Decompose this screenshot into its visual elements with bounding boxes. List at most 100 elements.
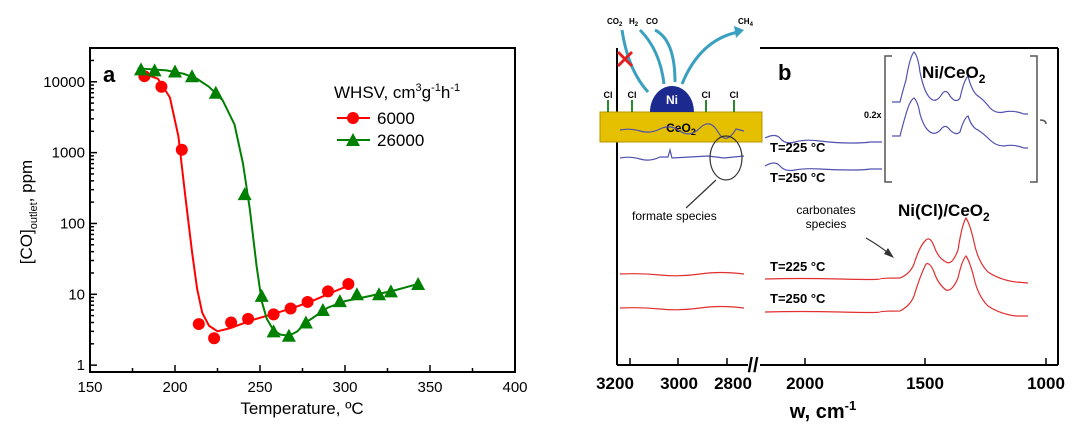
- b-xtick-label: 1500: [906, 374, 944, 393]
- red-spectrum-250-left: [619, 305, 745, 311]
- panel-b-x-tick-labels: 3200 3000 2800 2000 1500 1000: [596, 374, 1065, 393]
- data-point-6000: [192, 318, 205, 331]
- fit-line-26000: [137, 67, 419, 337]
- a-xtick-label: 200: [162, 379, 187, 396]
- label-carbonates-2: species: [806, 217, 847, 231]
- label-scale-factor: 0.2x: [864, 110, 882, 120]
- label-ni-ceo2: Ni/CeO2: [922, 63, 986, 86]
- data-point-26000: [349, 287, 364, 301]
- data-point-26000: [372, 287, 386, 301]
- ni-ceo2-schematic: CeO2 Cl Cl Cl Cl Ni CO2 H2 CO CH4: [599, 17, 763, 143]
- fit-line-6000: [137, 70, 351, 333]
- panel-b-annotations: T=225 °C T=250 °C T=225 °C T=250 °C form…: [632, 63, 990, 306]
- ni-ceo2-spectra: [619, 51, 1028, 172]
- data-point-6000: [155, 80, 168, 93]
- chlorine-label: Cl: [702, 90, 711, 100]
- a-ytick-label: 100: [60, 215, 85, 232]
- a-xtick-label: 400: [502, 379, 527, 396]
- product-arrow-head: [734, 26, 744, 38]
- data-point-6000: [267, 308, 280, 321]
- gas-ch4-label: CH4: [738, 17, 754, 28]
- blue-spectrum-225-mid: [764, 134, 882, 144]
- a-xtick-label: 250: [247, 379, 272, 396]
- legend-marker-26000: [346, 133, 360, 146]
- label-formate-species: formate species: [632, 209, 717, 223]
- b-xtick-label: 2800: [714, 374, 752, 393]
- a-ytick-label: 10000: [43, 74, 85, 91]
- gas-arrow: [680, 30, 739, 85]
- label-blue-t225: T=225 °C: [770, 140, 826, 155]
- b-xtick-label: 2000: [786, 374, 824, 393]
- panel-b: // 3200 3000 2800 2000 1500 1000 w, cm-1…: [596, 17, 1065, 423]
- label-red-t250: T=250 °C: [770, 291, 826, 306]
- data-point-6000: [284, 302, 297, 315]
- label-carbonates-1: carbonates: [796, 203, 855, 217]
- blue-spectrum-250-mid: [764, 162, 882, 172]
- data-point-26000: [208, 85, 223, 99]
- panel-a: 150 200 250 300 350 400 1 10 100 1000 10000 a WHS…: [17, 47, 528, 418]
- legend-marker-6000: [347, 112, 359, 124]
- data-point-26000: [237, 187, 252, 201]
- data-point-26000: [298, 315, 313, 329]
- data-point-26000: [411, 276, 426, 290]
- data-point-6000: [208, 332, 221, 345]
- label-red-t225: T=225 °C: [770, 259, 826, 274]
- data-point-26000: [254, 288, 269, 302]
- blue-spectrum-250-left: [619, 147, 745, 161]
- panel-a-label: a: [103, 62, 116, 87]
- b-xtick-label: 1000: [1027, 374, 1065, 393]
- data-point-6000: [175, 143, 188, 156]
- ceo2-support-label: CeO2: [666, 121, 696, 137]
- carbonates-pointer-head: [884, 248, 894, 258]
- red-spectrum-225-right: [764, 216, 1029, 284]
- data-point-26000: [266, 324, 281, 338]
- data-point-26000: [168, 64, 182, 78]
- blue-spectrum-225-left: [619, 123, 745, 139]
- gas-h2-label: H2: [629, 17, 639, 28]
- axis-break-mark: //: [747, 355, 759, 377]
- data-point-26000: [134, 62, 148, 76]
- legend-title: WHSV, cm3g-1h-1: [334, 82, 460, 102]
- chlorine-label: Cl: [628, 90, 637, 100]
- panel-a-x-axis-label: Temperature, ºC: [240, 399, 363, 418]
- a-ytick-label: 10: [68, 286, 85, 303]
- data-point-26000: [383, 284, 398, 298]
- b-xtick-label: 3200: [596, 374, 634, 393]
- gas-co-label: CO: [646, 17, 658, 26]
- panel-b-x-axis-label: w, cm-1: [789, 398, 856, 423]
- ni-ceo2-bracket: [884, 55, 1047, 183]
- panel-a-legend: WHSV, cm3g-1h-1 6000 26000: [334, 82, 460, 150]
- label-ni-cl-ceo2: Ni(Cl)/CeO2: [898, 201, 990, 224]
- data-point-6000: [322, 285, 334, 298]
- bracket-left: [884, 55, 892, 183]
- red-spectrum-250-right: [764, 255, 1028, 317]
- a-ytick-label: 1: [77, 357, 85, 374]
- a-xtick-label: 350: [417, 379, 442, 396]
- red-spectrum-225-left: [619, 271, 745, 277]
- a-xtick-label: 150: [77, 379, 102, 396]
- blue-spectrum-225-right: [892, 51, 1028, 115]
- ni-cl-ceo2-spectra: [619, 216, 1029, 317]
- panel-a-y-axis-label: [CO]outlet, ppm: [17, 160, 40, 264]
- data-point-6000: [342, 277, 355, 290]
- ni-particle-label: Ni: [666, 93, 678, 107]
- formate-pointer: [685, 179, 717, 209]
- b-xtick-label: 3000: [660, 374, 698, 393]
- label-blue-t250: T=250 °C: [770, 170, 826, 185]
- data-point-26000: [281, 328, 296, 342]
- data-point-26000: [185, 69, 199, 83]
- chlorine-label: Cl: [604, 90, 613, 100]
- data-point-26000: [332, 294, 347, 308]
- data-point-6000: [301, 295, 314, 308]
- panel-b-label: b: [778, 60, 791, 85]
- panel-b-x-ticks: [629, 358, 1047, 365]
- legend-label-26000: 26000: [377, 131, 424, 150]
- a-xtick-label: 300: [332, 379, 357, 396]
- bracket-tick: [1039, 119, 1047, 125]
- formate-highlight-ellipse: [709, 135, 743, 181]
- ceo2-support: [599, 111, 763, 143]
- data-point-6000: [242, 312, 255, 325]
- gas-arrow: [638, 28, 666, 85]
- blocked-cross-icon: [616, 50, 634, 68]
